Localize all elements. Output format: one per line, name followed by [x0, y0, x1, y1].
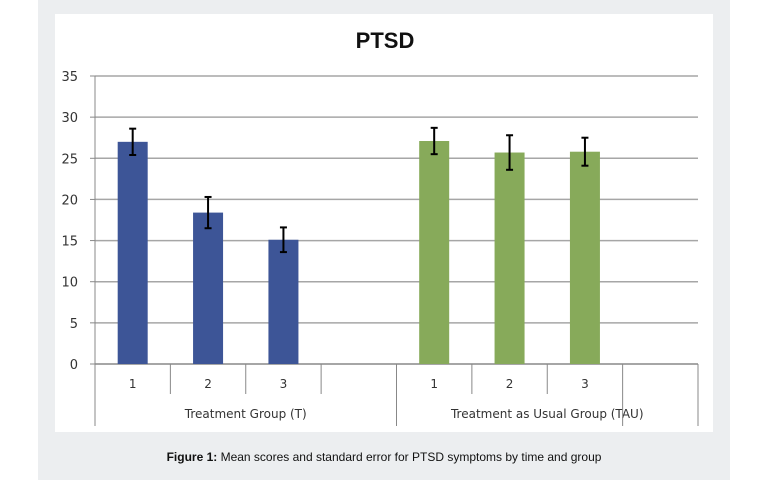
chart-title: PTSD	[356, 28, 415, 53]
bar	[268, 239, 299, 364]
x-tick-label: 1	[129, 377, 137, 391]
y-tick-label: 15	[61, 235, 78, 250]
bar	[494, 152, 525, 364]
x-tick-label: 2	[506, 377, 514, 391]
y-tick-label: 30	[61, 111, 78, 126]
y-tick-label: 0	[70, 358, 78, 373]
group-label: Treatment Group (T)	[184, 407, 307, 421]
bar	[193, 212, 224, 364]
bar	[419, 141, 450, 364]
y-tick-label: 5	[70, 317, 78, 332]
caption-text: Mean scores and standard error for PTSD …	[217, 450, 602, 464]
y-tick-label: 35	[61, 70, 78, 85]
bar	[117, 141, 148, 364]
bar	[569, 151, 600, 364]
y-tick-label: 25	[61, 152, 78, 167]
figure-caption: Figure 1: Mean scores and standard error…	[38, 450, 730, 464]
y-tick-label: 10	[61, 276, 78, 291]
x-tick-label: 3	[581, 377, 589, 391]
x-tick-label: 2	[204, 377, 212, 391]
chart-area	[55, 14, 713, 432]
group-label: Treatment as Usual Group (TAU)	[450, 407, 644, 421]
x-tick-label: 3	[280, 377, 288, 391]
x-tick-label: 1	[430, 377, 438, 391]
caption-label: Figure 1:	[166, 450, 218, 464]
y-tick-label: 20	[61, 193, 78, 208]
